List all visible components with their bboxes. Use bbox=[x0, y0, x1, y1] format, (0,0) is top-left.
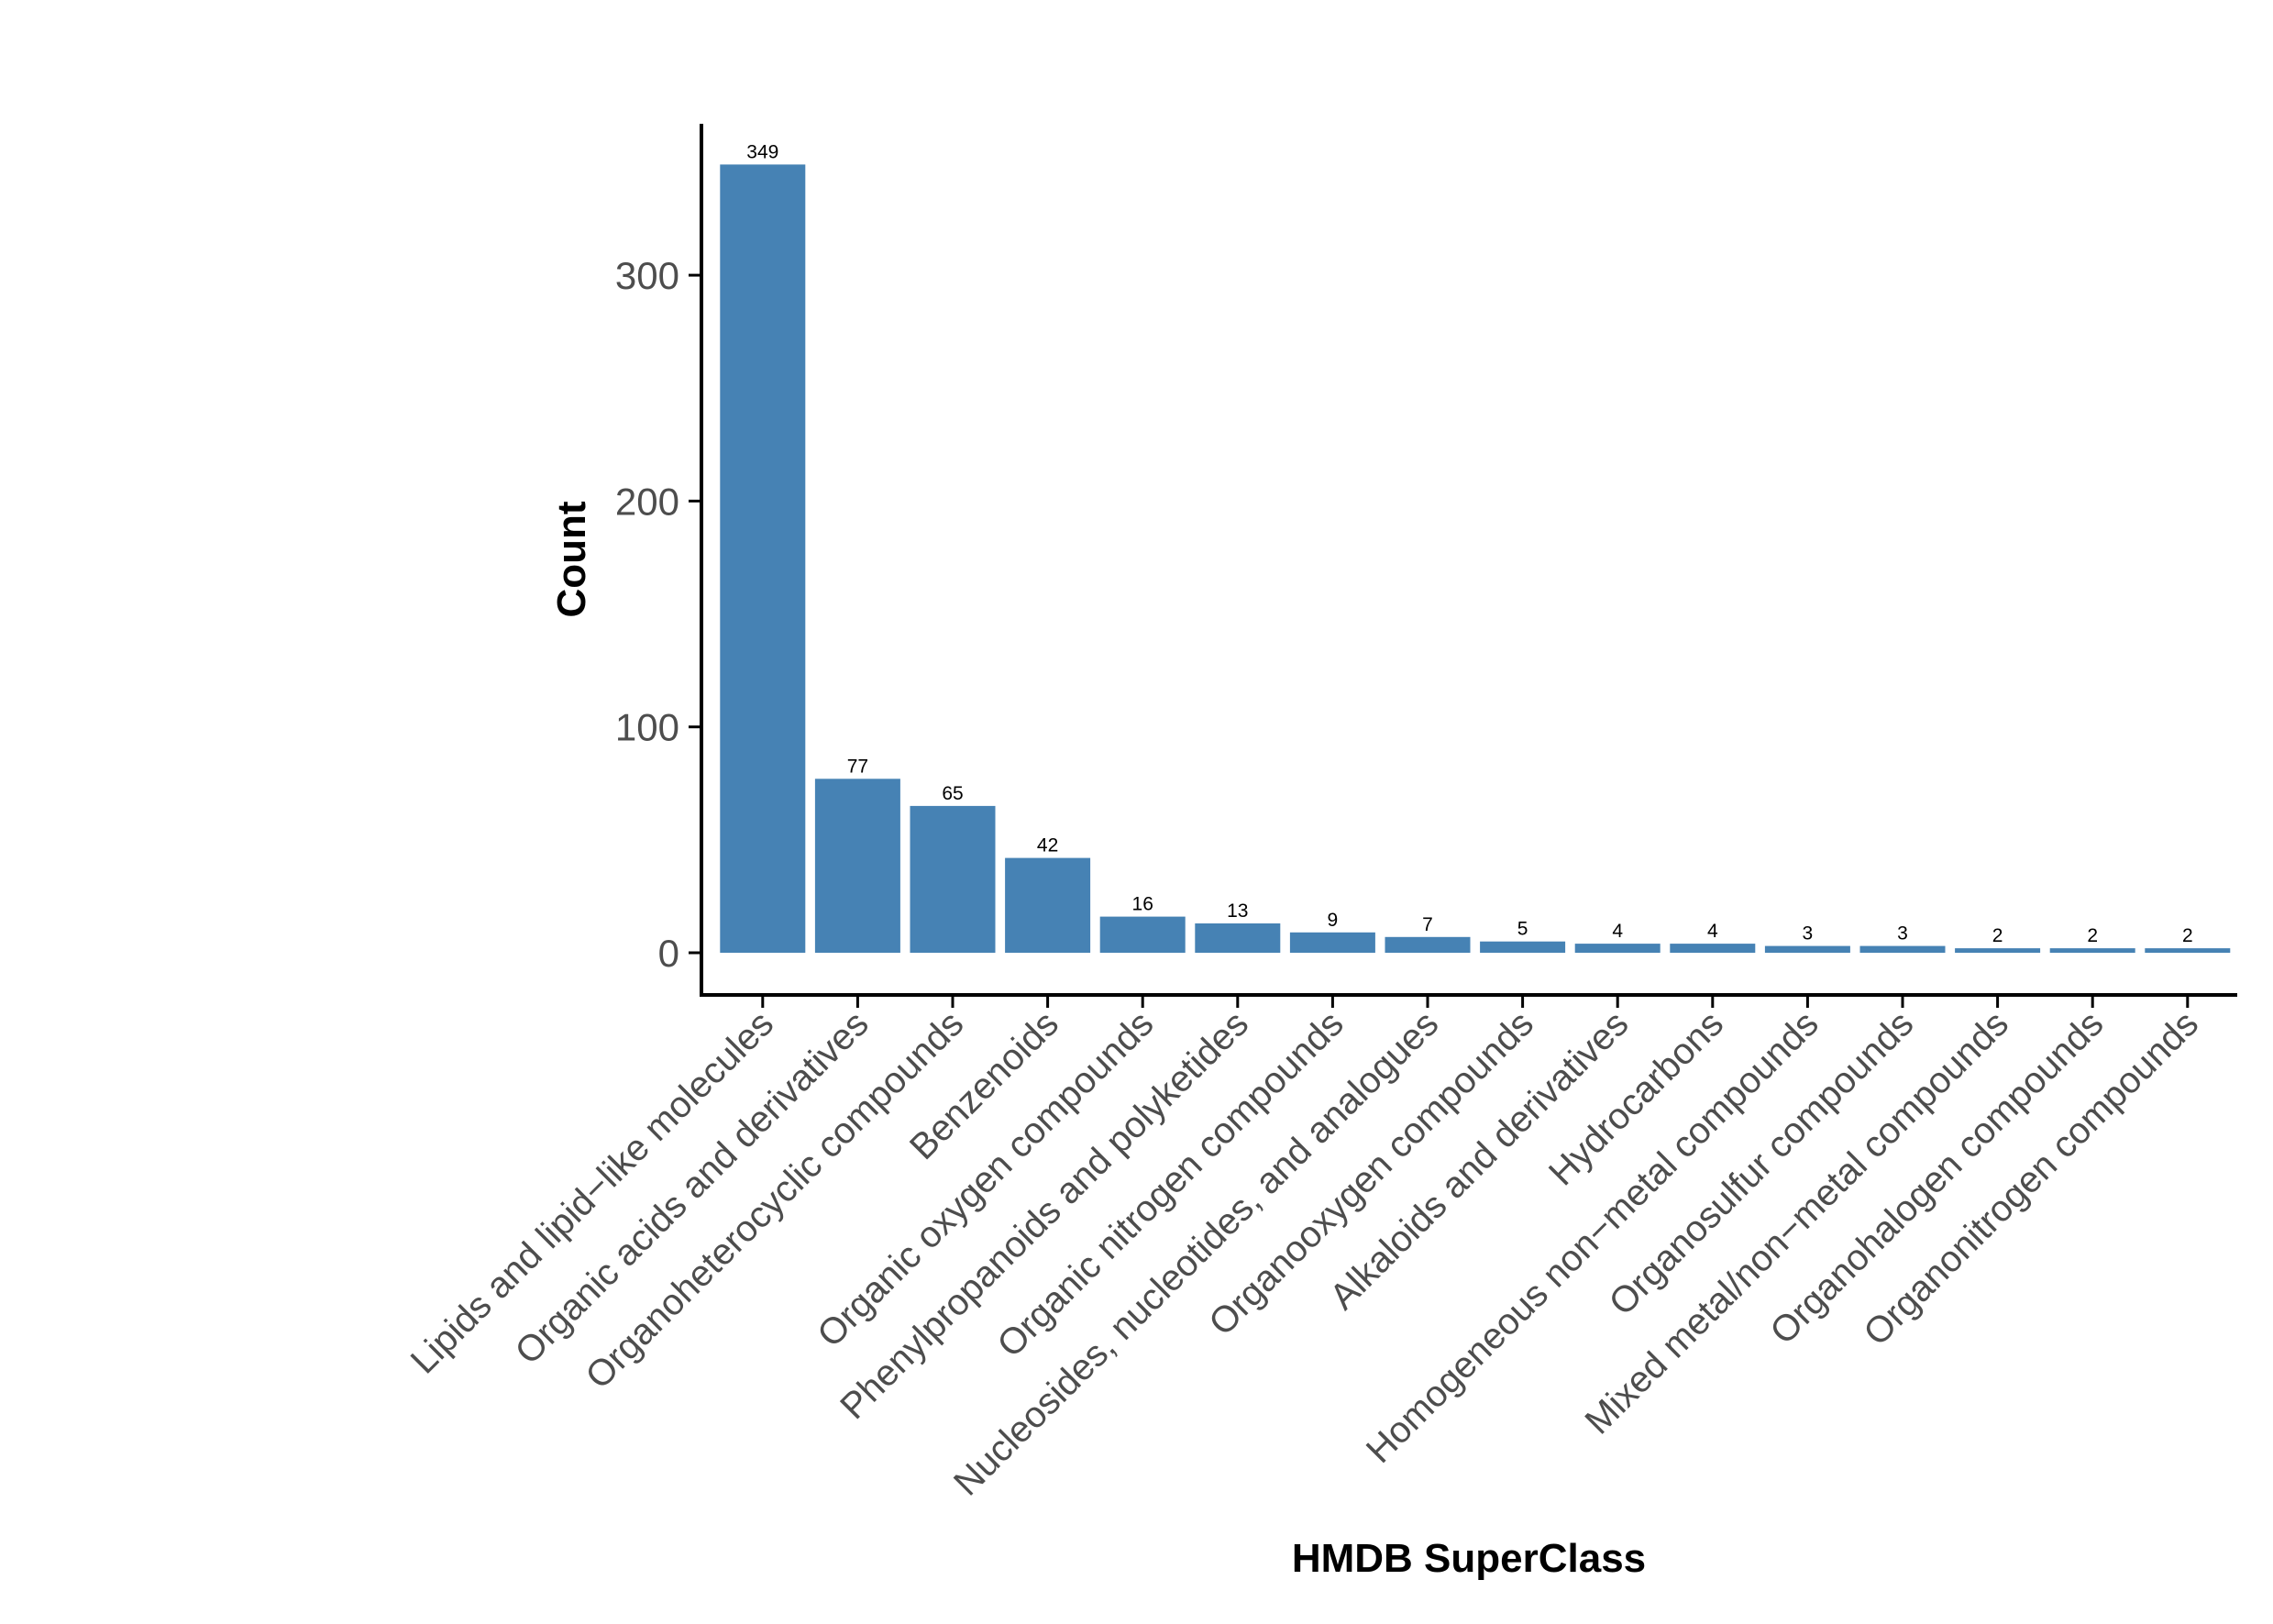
bar-value-label: 42 bbox=[1037, 835, 1058, 856]
bar-value-label: 4 bbox=[1612, 921, 1623, 942]
y-tick-label: 200 bbox=[615, 480, 679, 523]
y-tick-label: 100 bbox=[615, 706, 679, 749]
bar-value-label: 3 bbox=[1803, 923, 1814, 945]
bar bbox=[1005, 857, 1091, 953]
bar bbox=[814, 779, 900, 953]
bar-value-label: 16 bbox=[1132, 894, 1153, 915]
bar-value-label: 13 bbox=[1227, 900, 1248, 922]
bar bbox=[1099, 916, 1186, 953]
bar bbox=[1670, 944, 1756, 953]
bar bbox=[1480, 941, 1566, 953]
y-tick-label: 300 bbox=[615, 254, 679, 297]
bar-value-label: 3 bbox=[1897, 923, 1908, 945]
bar bbox=[1385, 936, 1471, 953]
bar-value-label: 349 bbox=[746, 141, 778, 162]
bar-value-label: 9 bbox=[1328, 910, 1339, 931]
y-ticks-group: 0 100 200 300 bbox=[615, 254, 701, 975]
x-tick-label: Organic nitrogen compounds bbox=[989, 1003, 1351, 1364]
bar bbox=[2145, 948, 2231, 953]
data-labels-group: 349 77 65 42 16 13 9 7 5 4 4 3 3 2 2 2 bbox=[746, 141, 2192, 946]
bar bbox=[1955, 948, 2041, 953]
bar bbox=[1574, 944, 1661, 953]
y-axis-title: Count bbox=[549, 501, 594, 617]
bar-value-label: 4 bbox=[1707, 921, 1718, 942]
bar bbox=[2049, 948, 2135, 953]
bar-value-label: 2 bbox=[2182, 925, 2193, 946]
bar-value-label: 77 bbox=[847, 756, 868, 777]
bar-value-label: 7 bbox=[1422, 914, 1433, 935]
bar bbox=[1859, 945, 1946, 953]
bar-value-label: 2 bbox=[1992, 925, 2003, 946]
bar-value-label: 5 bbox=[1517, 919, 1528, 940]
bar bbox=[1289, 932, 1375, 953]
y-tick-label: 0 bbox=[658, 932, 679, 975]
x-tick-label: Lipids and lipid−like molecules bbox=[403, 1003, 781, 1381]
bars-group bbox=[720, 164, 2231, 953]
x-axis-title: HMDB SuperClass bbox=[1292, 1536, 1646, 1581]
bar bbox=[1764, 945, 1850, 953]
bar-value-label: 2 bbox=[2087, 925, 2098, 946]
bar bbox=[720, 164, 806, 953]
bar-value-label: 65 bbox=[942, 783, 963, 804]
bar bbox=[1195, 923, 1281, 953]
bar bbox=[910, 805, 996, 953]
